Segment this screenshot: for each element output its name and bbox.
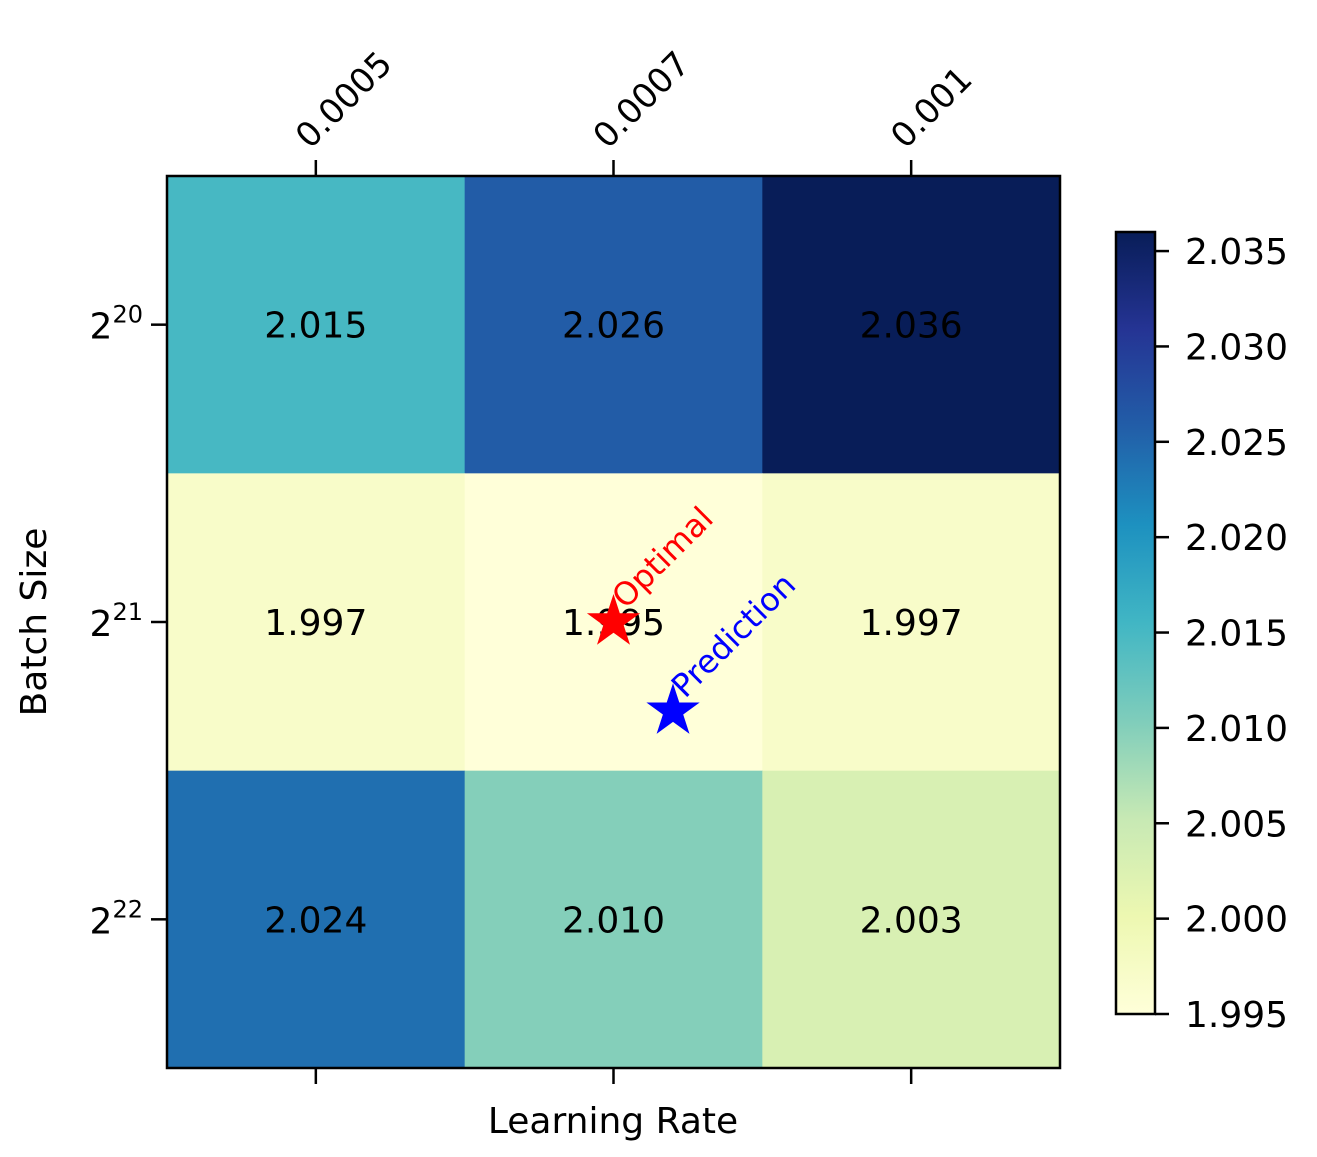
heatmap-cell bbox=[762, 770, 1061, 1069]
heatmap-cell bbox=[167, 770, 466, 1069]
y-tick-exponent: 20 bbox=[112, 301, 143, 329]
heatmap-cell bbox=[464, 770, 763, 1069]
y-tick-label: 220 bbox=[90, 301, 143, 348]
heatmap-cell bbox=[167, 176, 466, 474]
y-axis-label: Batch Size bbox=[14, 528, 55, 717]
cell-value-label: 2.024 bbox=[264, 900, 367, 941]
marker-star-optimal bbox=[586, 594, 641, 645]
cell-value-label: 1.997 bbox=[860, 603, 963, 644]
colorbar-ticks: 1.995 2.000 2.005 2.010 2.015 2.020 2.025 2.030… bbox=[1155, 232, 1288, 1036]
heatmap-cell bbox=[762, 473, 1061, 772]
cell-labels: 2.0152.0262.0361.9971.9951.9972.0242.010… bbox=[264, 306, 962, 942]
colorbar-tick-label: 2.020 bbox=[1185, 518, 1288, 559]
marker-star-prediction bbox=[646, 683, 700, 734]
heatmap-cell bbox=[167, 473, 466, 772]
cell-value-label: 2.015 bbox=[264, 306, 367, 347]
cell-value-label: 1.997 bbox=[264, 603, 367, 644]
cell-value-label: 2.036 bbox=[860, 306, 963, 347]
colorbar-tick-label: 2.030 bbox=[1185, 327, 1288, 368]
cell-value-label: 2.003 bbox=[860, 900, 963, 941]
y-tick-base: 2 bbox=[90, 604, 113, 645]
colorbar-tick-label: 2.010 bbox=[1185, 709, 1288, 750]
y-tick-base: 2 bbox=[90, 901, 113, 942]
y-tick-exponent: 21 bbox=[112, 598, 143, 626]
y-tick-exponent: 22 bbox=[112, 895, 143, 923]
x-tick-label: 0.0007 bbox=[586, 44, 698, 156]
colorbar bbox=[1114, 230, 1157, 1016]
colorbar-tick-label: 2.015 bbox=[1185, 614, 1288, 655]
heatmap-cell bbox=[762, 176, 1061, 474]
y-tick-base: 2 bbox=[90, 307, 113, 348]
heatmap-cell bbox=[464, 176, 763, 474]
colorbar-tick-label: 2.035 bbox=[1185, 232, 1288, 273]
y-tick-label: 221 bbox=[90, 598, 143, 645]
colorbar-tick-label: 2.000 bbox=[1185, 900, 1288, 941]
colorbar-tick-label: 2.005 bbox=[1185, 804, 1288, 845]
x-axis-label: Learning Rate bbox=[488, 1101, 738, 1142]
colorbar-tick-label: 1.995 bbox=[1185, 995, 1288, 1036]
cell-value-label: 2.010 bbox=[562, 900, 665, 941]
colorbar-tick-label: 2.025 bbox=[1185, 423, 1288, 464]
cell-value-label: 2.026 bbox=[562, 306, 665, 347]
x-tick-label: 0.0005 bbox=[288, 44, 400, 156]
y-tick-label: 222 bbox=[90, 895, 143, 942]
x-tick-label: 0.001 bbox=[883, 59, 980, 156]
